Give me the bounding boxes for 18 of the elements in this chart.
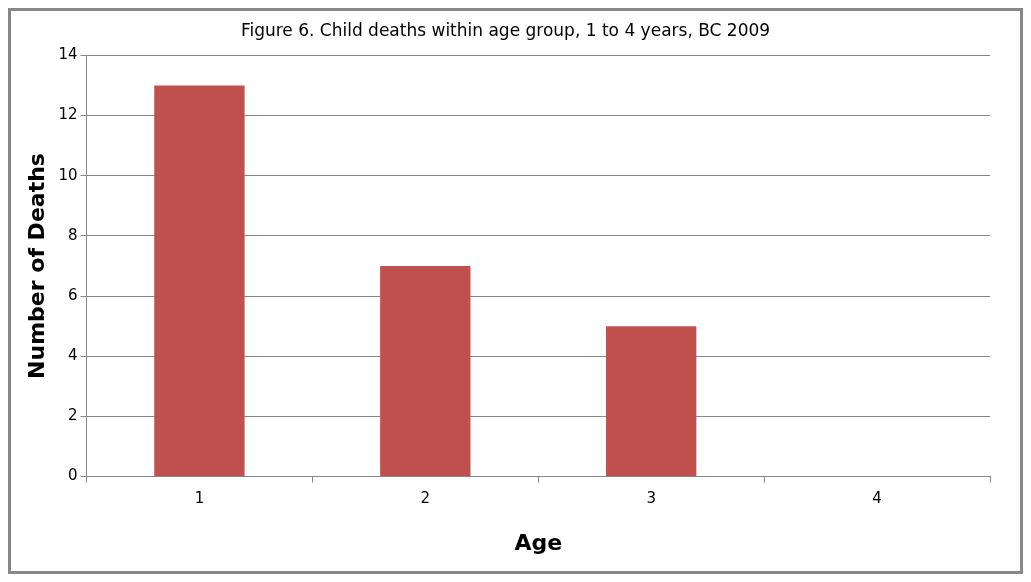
x-tick-label: 2 — [420, 489, 431, 508]
y-axis-title: Number of Deaths — [23, 153, 49, 379]
bar — [380, 266, 471, 477]
y-tick-label: 10 — [58, 165, 78, 184]
y-tick-label: 12 — [58, 105, 78, 124]
x-tick-label: 1 — [194, 489, 205, 508]
y-tick-label: 0 — [67, 466, 78, 485]
x-tick-label: 3 — [646, 489, 656, 508]
chart-title: Figure 6. Child deaths within age group, 1 to 4 years, BC 2009 — [240, 19, 771, 40]
y-tick-label: 6 — [67, 285, 78, 304]
bar — [606, 326, 697, 477]
y-tick-label: 2 — [67, 406, 78, 425]
x-axis-title: Age — [514, 529, 563, 555]
y-tick-label: 4 — [67, 346, 78, 365]
y-tick-label: 8 — [67, 225, 78, 244]
x-tick-label: 4 — [872, 489, 882, 508]
bar — [154, 85, 245, 477]
y-tick-label: 14 — [58, 45, 78, 64]
